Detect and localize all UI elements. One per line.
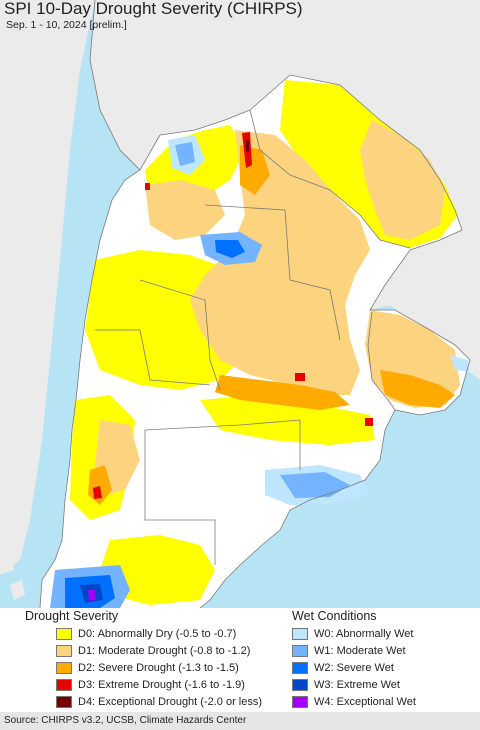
w0-region xyxy=(450,355,470,372)
legend-swatch xyxy=(292,661,308,674)
source-text: Source: CHIRPS v3.2, UCSB, Climate Hazar… xyxy=(4,715,247,726)
north-land xyxy=(90,0,480,220)
legend-item-d4: D4: Exceptional Drought (-2.0 or less) xyxy=(56,694,262,709)
d4-region xyxy=(246,140,249,152)
map-canvas xyxy=(0,0,480,609)
wet-legend-heading: Wet Conditions xyxy=(292,609,377,623)
source-footer: Source: CHIRPS v3.2, UCSB, Climate Hazar… xyxy=(0,712,480,730)
w1-region xyxy=(280,472,350,498)
chile-border-north xyxy=(89,0,141,171)
d3-region xyxy=(93,486,102,499)
legend-label: D4: Exceptional Drought (-2.0 or less) xyxy=(78,695,263,708)
legend-item-d0: D0: Abnormally Dry (-0.5 to -0.7) xyxy=(56,626,236,641)
d3-region xyxy=(145,183,150,190)
legend-swatch xyxy=(56,627,72,640)
legend-swatch xyxy=(56,644,72,657)
w1-region xyxy=(175,142,195,166)
w4-region xyxy=(88,590,96,601)
d1-region xyxy=(145,180,225,240)
map-title: SPI 10-Day Drought Severity (CHIRPS) xyxy=(4,0,303,18)
legend-item-w1: W1: Moderate Wet xyxy=(292,643,406,658)
legend-swatch xyxy=(292,627,308,640)
boundaries xyxy=(39,0,471,609)
drought-shading xyxy=(70,80,460,605)
legend-item-d3: D3: Extreme Drought (-1.6 to -1.9) xyxy=(56,677,245,692)
chile-land xyxy=(0,0,95,575)
island xyxy=(0,556,14,574)
d1-region xyxy=(360,120,445,240)
legend-item-d1: D1: Moderate Drought (-0.8 to -1.2) xyxy=(56,643,250,658)
drought-legend-heading: Drought Severity xyxy=(25,609,119,623)
country-border xyxy=(159,74,471,609)
legend-label: D2: Severe Drought (-1.3 to -1.5) xyxy=(78,661,239,674)
paraguay-argentina-border xyxy=(249,109,411,249)
d3-region xyxy=(295,373,305,381)
legend-swatch xyxy=(292,678,308,691)
legend-item-w0: W0: Abnormally Wet xyxy=(292,626,413,641)
legend-swatch xyxy=(56,695,72,708)
legend-label: W2: Severe Wet xyxy=(314,661,394,674)
drought-map xyxy=(0,0,480,609)
legend-label: W4: Exceptional Wet xyxy=(314,695,416,708)
island xyxy=(10,580,25,600)
legend-label: W1: Moderate Wet xyxy=(314,644,406,657)
legend-item-d2: D2: Severe Drought (-1.3 to -1.5) xyxy=(56,660,239,675)
legend-label: D3: Extreme Drought (-1.6 to -1.9) xyxy=(78,678,245,691)
legend-swatch xyxy=(56,678,72,691)
legend-item-w4: W4: Exceptional Wet xyxy=(292,694,416,709)
wet-shading xyxy=(50,135,470,608)
brazil-east-land xyxy=(370,210,480,380)
legend-item-w2: W2: Severe Wet xyxy=(292,660,394,675)
country-border xyxy=(39,134,161,609)
legend-label: W3: Extreme Wet xyxy=(314,678,400,691)
legend-item-w3: W3: Extreme Wet xyxy=(292,677,400,692)
uruguay-border xyxy=(367,311,396,411)
d1-region xyxy=(190,130,370,395)
d3-region xyxy=(365,418,373,426)
d2-region xyxy=(215,375,350,410)
legend-swatch xyxy=(56,661,72,674)
w2-region xyxy=(215,240,245,258)
chile-coast-islands xyxy=(0,556,25,600)
legend-swatch xyxy=(292,644,308,657)
legend-label: D0: Abnormally Dry (-0.5 to -0.7) xyxy=(78,627,237,640)
legend: Drought Severity Wet Conditions D0: Abno… xyxy=(0,608,480,712)
d2-region xyxy=(380,370,455,408)
province-lines xyxy=(95,204,341,565)
map-subtitle: Sep. 1 - 10, 2024 [prelim.] xyxy=(6,19,127,31)
legend-label: W0: Abnormally Wet xyxy=(314,627,414,640)
legend-label: D1: Moderate Drought (-0.8 to -1.2) xyxy=(78,644,251,657)
legend-swatch xyxy=(292,695,308,708)
